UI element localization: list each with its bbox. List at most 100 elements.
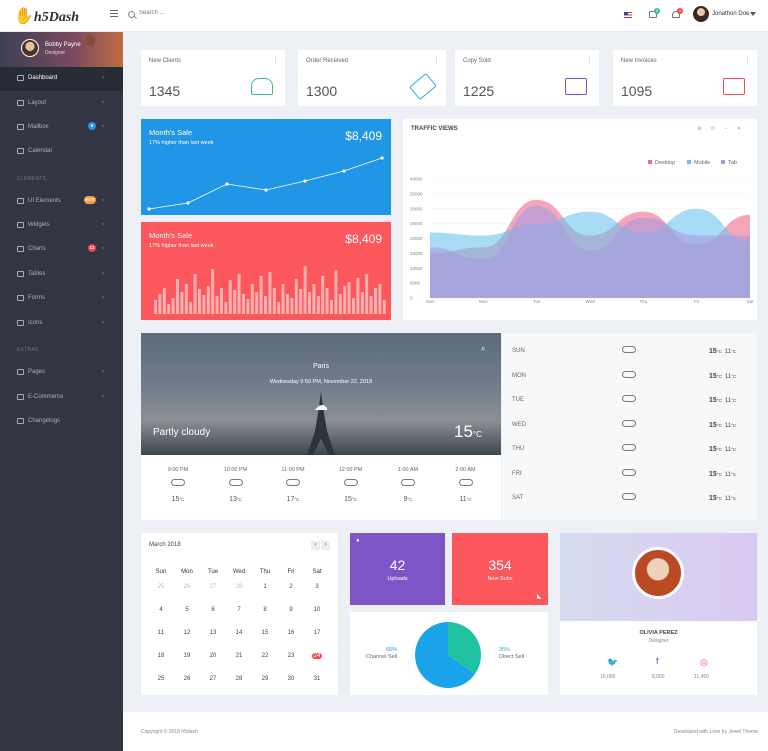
sidebar-item-forms[interactable]: Forms ›: [0, 287, 123, 311]
sidebar-item-pages[interactable]: Pages ›: [0, 361, 123, 385]
sidebar-avatar[interactable]: [21, 39, 39, 57]
chevron-right-icon: ›: [102, 222, 104, 228]
day-name: SUN: [512, 348, 525, 354]
calendar-day[interactable]: 12: [183, 630, 191, 636]
day-name: TUE: [512, 397, 524, 403]
next-month-button[interactable]: ›: [321, 541, 330, 550]
chevron-down-icon[interactable]: [750, 12, 756, 16]
more-options-icon[interactable]: ⋮: [744, 57, 751, 64]
calendar-day[interactable]: 6: [211, 607, 215, 613]
sale-bar: [374, 288, 377, 314]
calendar-day[interactable]: 29: [261, 676, 269, 682]
calendar-day[interactable]: 20: [209, 653, 217, 659]
sidebar-item-e-commerce[interactable]: E-Commerce ›: [0, 386, 123, 410]
calendar-day[interactable]: 22: [261, 653, 269, 659]
sidebar-item-label: Charts: [28, 246, 46, 252]
legend-desktop: Desktop: [648, 160, 675, 166]
sidebar-item-widgets[interactable]: Widgets ›: [0, 214, 123, 238]
calendar-day[interactable]: 3: [315, 584, 319, 590]
calendar-day[interactable]: 2: [289, 584, 293, 590]
dribbble-icon[interactable]: ◎: [700, 657, 708, 667]
sidebar-item-ui-elements[interactable]: UI Elements HOT ›: [0, 190, 123, 214]
mail-icon[interactable]: [649, 11, 657, 18]
calendar-day[interactable]: 30: [287, 676, 295, 682]
calendar-day[interactable]: 28: [235, 676, 243, 682]
calendar-day[interactable]: 10: [313, 607, 321, 613]
calendar-day[interactable]: 4: [159, 607, 163, 613]
sidebar-item-dashboard[interactable]: Dashboard ›: [0, 67, 123, 91]
more-options-icon[interactable]: ⋮: [272, 57, 279, 64]
facebook-icon[interactable]: f: [656, 656, 659, 666]
cloud-icon: [458, 479, 473, 486]
hour-temp: 15°C: [344, 496, 357, 503]
calendar-day[interactable]: 23: [287, 653, 295, 659]
calendar-day[interactable]: 1: [263, 584, 267, 590]
calendar-day[interactable]: 9: [289, 607, 293, 613]
calendar-day[interactable]: 21: [235, 653, 243, 659]
hand-logo-icon: ✋: [14, 8, 34, 25]
stat-value: 1300: [306, 83, 338, 99]
profile-role: Designer: [648, 638, 669, 644]
sale-bar: [264, 296, 267, 314]
more-options-icon[interactable]: ⋮: [433, 57, 440, 64]
y-tick-label: 25000: [410, 221, 423, 226]
calendar-day[interactable]: 7: [237, 607, 241, 613]
calendar-day[interactable]: 8: [263, 607, 267, 613]
language-flag-icon[interactable]: [624, 12, 632, 18]
more-options-icon[interactable]: ⋮: [586, 57, 593, 64]
sidebar-user-name[interactable]: Bobby Payne: [45, 42, 81, 48]
calendar-day[interactable]: 27: [209, 676, 217, 682]
calendar-day[interactable]: 26: [183, 676, 191, 682]
calendar-day[interactable]: 19: [183, 653, 191, 659]
nav-icon: [17, 418, 24, 424]
twitter-icon[interactable]: 🐦: [607, 657, 619, 667]
search-icon[interactable]: ⌕: [481, 344, 486, 353]
calendar-day[interactable]: 13: [209, 630, 217, 636]
user-name[interactable]: Jonathon Doe: [712, 11, 750, 17]
sale-bar: [215, 296, 219, 314]
calendar-today[interactable]: 24: [312, 653, 322, 659]
sale-subtitle: 17% higher than last week: [149, 140, 214, 146]
bell-icon[interactable]: [672, 11, 680, 18]
sale-bar: [272, 288, 276, 314]
calendar-day[interactable]: 31: [313, 676, 321, 682]
calendar-day[interactable]: 25: [157, 584, 165, 590]
sidebar-item-calendar[interactable]: Calendar: [0, 140, 123, 164]
menu-toggle-icon[interactable]: [110, 10, 118, 17]
calendar-day[interactable]: 14: [235, 630, 243, 636]
day-name: THU: [512, 446, 525, 452]
cloud-icon: [286, 479, 300, 486]
search-input[interactable]: [139, 10, 289, 16]
app-logo[interactable]: ✋h5Dash: [14, 6, 79, 26]
sale-bar: [286, 294, 289, 314]
sale-bar: [299, 289, 303, 314]
weather-icon: [622, 370, 636, 378]
prev-month-button[interactable]: ‹: [311, 541, 320, 550]
calendar-day[interactable]: 27: [209, 584, 217, 590]
calendar-day[interactable]: 5: [185, 607, 189, 613]
search-icon[interactable]: [128, 11, 135, 18]
sidebar-item-tables[interactable]: Tables ›: [0, 263, 123, 287]
user-avatar[interactable]: [693, 6, 709, 22]
sidebar-item-charts[interactable]: Charts 12 ›: [0, 238, 123, 262]
sale-bar: [193, 274, 197, 314]
calendar-day[interactable]: 16: [287, 630, 295, 636]
footer-copyright: Copyright © 2018 h5dash: [141, 729, 198, 735]
cloud-icon: [228, 479, 243, 486]
balloon-image: [86, 35, 95, 46]
sidebar-item-changelogs[interactable]: Changelogs: [0, 410, 123, 434]
profile-avatar[interactable]: [632, 547, 684, 599]
calendar-day[interactable]: 28: [235, 584, 243, 590]
uploads-tile: ● 42 Uploads: [350, 533, 445, 605]
sale-bar: [158, 294, 162, 314]
calendar-day[interactable]: 26: [183, 584, 191, 590]
calendar-day[interactable]: 17: [313, 630, 321, 636]
sidebar-item-mailbox[interactable]: Mailbox 6 ›: [0, 116, 123, 140]
sidebar-item-layout[interactable]: Layout ›: [0, 92, 123, 116]
calendar-day[interactable]: 25: [157, 676, 165, 682]
panel-controls[interactable]: ⚙ ⟳ – ✕: [697, 126, 745, 132]
calendar-day[interactable]: 15: [261, 630, 269, 636]
calendar-day[interactable]: 18: [157, 653, 165, 659]
sidebar-item-icons[interactable]: Icons ›: [0, 312, 123, 336]
calendar-day[interactable]: 11: [157, 630, 165, 636]
